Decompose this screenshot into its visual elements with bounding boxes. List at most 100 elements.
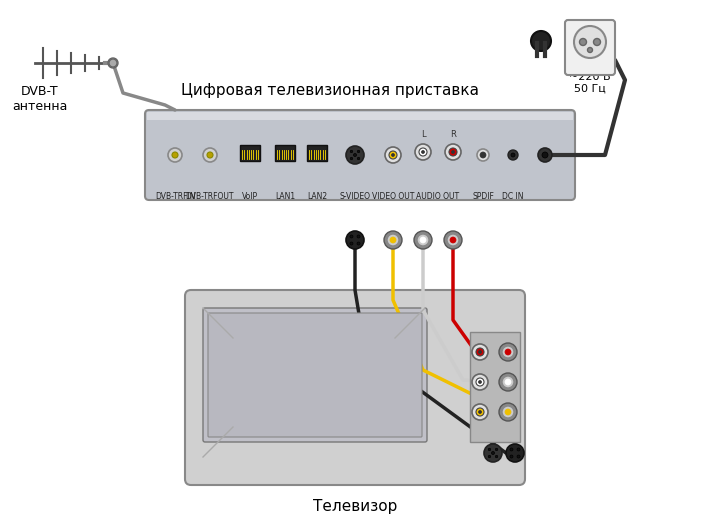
Bar [240, 145, 260, 161]
Circle shape [505, 349, 511, 355]
Circle shape [168, 148, 182, 162]
Circle shape [350, 242, 353, 245]
Circle shape [505, 379, 511, 385]
Circle shape [580, 39, 587, 45]
Circle shape [502, 346, 514, 358]
Circle shape [346, 146, 364, 164]
Circle shape [511, 153, 515, 157]
Circle shape [385, 147, 401, 163]
Circle shape [357, 157, 360, 160]
Circle shape [417, 234, 429, 246]
Bar [470, 332, 520, 442]
Circle shape [484, 444, 502, 462]
Circle shape [450, 237, 456, 243]
Circle shape [350, 150, 353, 153]
Text: Телевизор: Телевизор [312, 499, 397, 514]
Circle shape [510, 448, 513, 451]
Text: AUDIO OUT: AUDIO OUT [416, 192, 459, 201]
Circle shape [354, 154, 356, 156]
Circle shape [588, 48, 593, 52]
Circle shape [472, 404, 488, 420]
Text: LAN1: LAN1 [275, 192, 295, 201]
Circle shape [449, 148, 457, 156]
Circle shape [517, 448, 520, 451]
Circle shape [420, 237, 426, 243]
Circle shape [389, 151, 397, 159]
Circle shape [207, 152, 213, 158]
Circle shape [203, 148, 217, 162]
Text: DVB-T
антенна: DVB-T антенна [12, 85, 68, 113]
Circle shape [495, 455, 498, 458]
Circle shape [392, 154, 395, 156]
Circle shape [445, 144, 461, 160]
Bar [275, 145, 295, 161]
Circle shape [531, 31, 551, 51]
Circle shape [502, 406, 514, 418]
Circle shape [476, 408, 484, 416]
Circle shape [517, 455, 520, 458]
Circle shape [488, 448, 490, 451]
Text: Цифровая телевизионная приставка: Цифровая телевизионная приставка [181, 83, 479, 98]
Circle shape [357, 242, 360, 245]
Circle shape [479, 410, 482, 413]
Circle shape [419, 148, 427, 156]
Circle shape [472, 374, 488, 390]
FancyBboxPatch shape [203, 308, 427, 442]
Circle shape [421, 150, 425, 154]
Circle shape [488, 455, 490, 458]
Circle shape [479, 351, 482, 354]
Text: VoIP: VoIP [242, 192, 258, 201]
Circle shape [477, 149, 489, 161]
Text: L: L [420, 130, 426, 139]
Circle shape [502, 376, 514, 388]
Circle shape [357, 235, 360, 238]
Circle shape [499, 403, 517, 421]
Text: S-VIDEO: S-VIDEO [340, 192, 371, 201]
Circle shape [451, 150, 454, 154]
FancyBboxPatch shape [565, 20, 615, 75]
Circle shape [492, 451, 495, 455]
Circle shape [414, 231, 432, 249]
Circle shape [447, 234, 459, 246]
Circle shape [109, 59, 117, 67]
Text: VIDEO OUT: VIDEO OUT [372, 192, 414, 201]
Circle shape [390, 237, 396, 243]
Text: DC IN: DC IN [503, 192, 523, 201]
FancyBboxPatch shape [145, 110, 575, 200]
Circle shape [506, 444, 524, 462]
Circle shape [350, 235, 353, 238]
Text: R: R [450, 130, 456, 139]
Text: DVB-TRFOUT: DVB-TRFOUT [186, 192, 234, 201]
Circle shape [499, 343, 517, 361]
Circle shape [505, 409, 511, 415]
Text: ~220 В
50 Гц: ~220 В 50 Гц [570, 72, 611, 93]
Text: LAN2: LAN2 [307, 192, 327, 201]
Circle shape [510, 455, 513, 458]
Circle shape [346, 231, 364, 249]
FancyBboxPatch shape [185, 290, 525, 485]
Circle shape [476, 378, 484, 386]
Circle shape [108, 58, 118, 68]
Circle shape [538, 148, 552, 162]
Circle shape [350, 157, 353, 160]
Text: DVB-TRFIN: DVB-TRFIN [155, 192, 195, 201]
FancyBboxPatch shape [208, 313, 422, 437]
Circle shape [508, 150, 518, 160]
Circle shape [472, 344, 488, 360]
Circle shape [384, 231, 402, 249]
Circle shape [593, 39, 600, 45]
Circle shape [479, 381, 482, 383]
Circle shape [574, 26, 606, 58]
Circle shape [495, 448, 498, 451]
Bar [307, 145, 327, 161]
Circle shape [387, 234, 399, 246]
Circle shape [172, 152, 178, 158]
Circle shape [415, 144, 431, 160]
Bar [147, 112, 573, 120]
Circle shape [542, 152, 548, 158]
Circle shape [480, 152, 486, 158]
Circle shape [357, 150, 360, 153]
Circle shape [499, 373, 517, 391]
Text: SPDIF: SPDIF [472, 192, 494, 201]
Circle shape [444, 231, 462, 249]
